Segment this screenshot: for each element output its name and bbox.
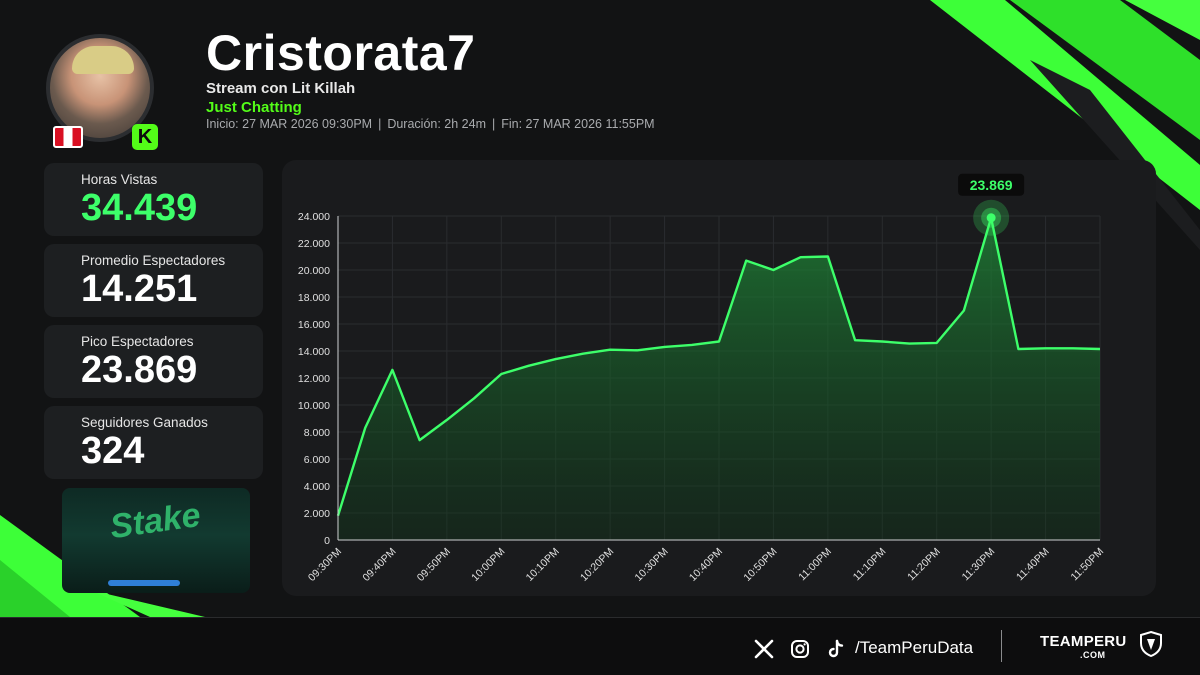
stream-start: Inicio: 27 MAR 2026 09:30PM: [206, 117, 373, 131]
social-icons: [752, 637, 848, 661]
x-tick-label: 11:40PM: [1014, 546, 1052, 584]
brand-logo-sub: .COM: [1080, 650, 1106, 660]
x-tick-label: 10:50PM: [741, 546, 779, 584]
x-tick-label: 11:20PM: [905, 546, 943, 584]
x-tick-label: 11:30PM: [960, 546, 998, 584]
channel-name: Cristorata7: [206, 25, 476, 81]
x-tick-label: 11:00PM: [796, 546, 834, 584]
stream-end: Fin: 27 MAR 2026 11:55PM: [501, 117, 655, 131]
shield-logo-icon: [1140, 631, 1162, 657]
x-tick-label: 09:50PM: [415, 546, 453, 584]
thumbnail-logo-icon: Stake: [107, 495, 203, 547]
series-line: [336, 216, 1101, 517]
y-tick-label: 22.000: [298, 238, 330, 250]
x-tick-label: 10:20PM: [578, 546, 616, 584]
stat-label: Seguidores Ganados: [81, 415, 208, 430]
instagram-icon[interactable]: [788, 637, 812, 661]
peak-data-label: 23.869: [970, 177, 1013, 193]
y-tick-label: 12.000: [298, 373, 330, 385]
peru-flag-icon: [53, 126, 83, 148]
stat-value: 34.439: [81, 187, 198, 229]
viewers-area-chart: 0 2.000 4.000 6.000 8.000 10.000 12.000 14.000 1…: [298, 173, 1106, 584]
stream-title: Stream con Lit Killah: [206, 80, 356, 97]
brand-logo: TEAMPERU: [1040, 633, 1127, 650]
series-area: [338, 217, 1100, 541]
x-tick-label: 10:40PM: [687, 546, 725, 584]
y-tick-label: 16.000: [298, 319, 330, 331]
stream-meta: Inicio: 27 MAR 2026 09:30PM | Duración: 2h…: [206, 117, 655, 131]
y-tick-label: 18.000: [298, 292, 330, 304]
stream-thumbnail: Stake: [62, 488, 250, 593]
peak-label-box: [958, 173, 1025, 196]
stat-value: 23.869: [81, 349, 198, 391]
x-tick-label: 11:10PM: [851, 546, 889, 584]
y-tick-label: 24.000: [298, 211, 330, 223]
tiktok-icon[interactable]: [824, 637, 848, 661]
x-tick-label: 09:30PM: [306, 546, 344, 584]
y-tick-label: 2.000: [304, 508, 330, 520]
stat-value: 14.251: [81, 268, 198, 310]
y-tick-label: 10.000: [298, 400, 330, 412]
x-tick-label: 10:30PM: [632, 546, 670, 584]
stat-card-hours-watched: Horas Vistas 34.439: [44, 163, 263, 236]
x-tick-label: 11:50PM: [1068, 546, 1106, 584]
viewers-chart-panel: 0 2.000 4.000 6.000 8.000 10.000 12.000 14.000 1…: [282, 160, 1156, 596]
y-tick-label: 6.000: [304, 454, 330, 466]
x-tick-label: 10:10PM: [524, 546, 562, 584]
stat-label: Pico Espectadores: [81, 334, 194, 349]
footer: /TeamPeruData TEAMPERU .COM: [0, 617, 1200, 675]
stream-category: Just Chatting: [206, 99, 302, 116]
kick-logo-icon: K: [132, 124, 158, 150]
streamer-avatar-group: K: [46, 34, 158, 156]
stream-duration: Duración: 2h 24m: [387, 117, 486, 131]
stat-label: Horas Vistas: [81, 172, 158, 187]
y-tick-label: 14.000: [298, 346, 330, 358]
stat-value: 324: [81, 430, 145, 472]
y-tick-label: 20.000: [298, 265, 330, 277]
stat-label: Promedio Espectadores: [81, 253, 226, 268]
y-tick-label: 4.000: [304, 481, 330, 493]
x-tick-label: 09:40PM: [360, 546, 398, 584]
x-tick-label: 10:00PM: [469, 546, 507, 584]
stat-card-avg-viewers: Promedio Espectadores 14.251: [44, 244, 263, 317]
social-handle[interactable]: /TeamPeruData: [855, 638, 974, 657]
peak-point[interactable]: [986, 213, 996, 223]
stat-card-followers-gained: Seguidores Ganados 324: [44, 406, 263, 479]
stat-card-peak-viewers: Pico Espectadores 23.869: [44, 325, 263, 398]
y-tick-label: 0: [324, 535, 330, 547]
footer-divider: [1001, 630, 1002, 662]
x-icon[interactable]: [752, 637, 776, 661]
y-tick-label: 8.000: [304, 427, 330, 439]
